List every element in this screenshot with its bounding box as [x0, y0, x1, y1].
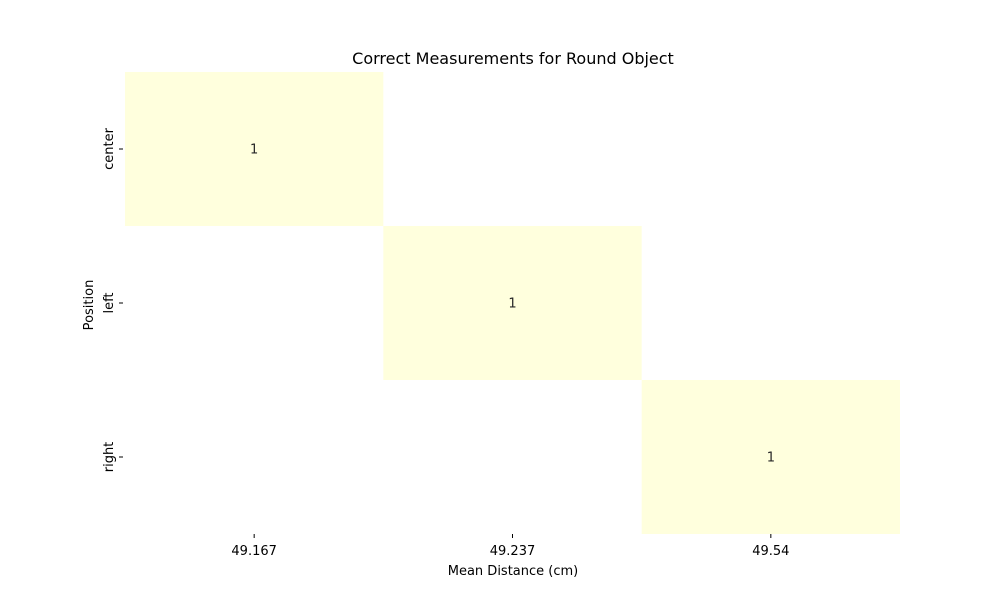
x-axis-label: Mean Distance (cm)	[448, 564, 578, 579]
cell-value-label: 1	[250, 143, 258, 158]
x-tick-label: 49.54	[752, 544, 789, 559]
heatmap-cell	[125, 72, 384, 226]
chart-title: Correct Measurements for Round Object	[352, 49, 674, 68]
heatmap-annotations: 1 1 1	[250, 143, 775, 466]
y-tick-label: center	[102, 127, 117, 169]
cell-value-label: 1	[508, 297, 516, 312]
y-axis-label: Position	[82, 280, 97, 331]
heatmap-cell	[641, 380, 900, 534]
y-tick-label: left	[102, 292, 117, 313]
cell-value-label: 1	[767, 451, 775, 466]
y-axis-ticks: center left right	[102, 127, 123, 472]
y-tick-label: right	[102, 442, 117, 473]
x-tick-label: 49.167	[231, 544, 277, 559]
x-axis-ticks: 49.167 49.237 49.54	[231, 534, 789, 559]
heatmap-cells	[125, 72, 900, 534]
x-tick-label: 49.237	[490, 544, 536, 559]
heatmap-cell	[383, 226, 642, 380]
